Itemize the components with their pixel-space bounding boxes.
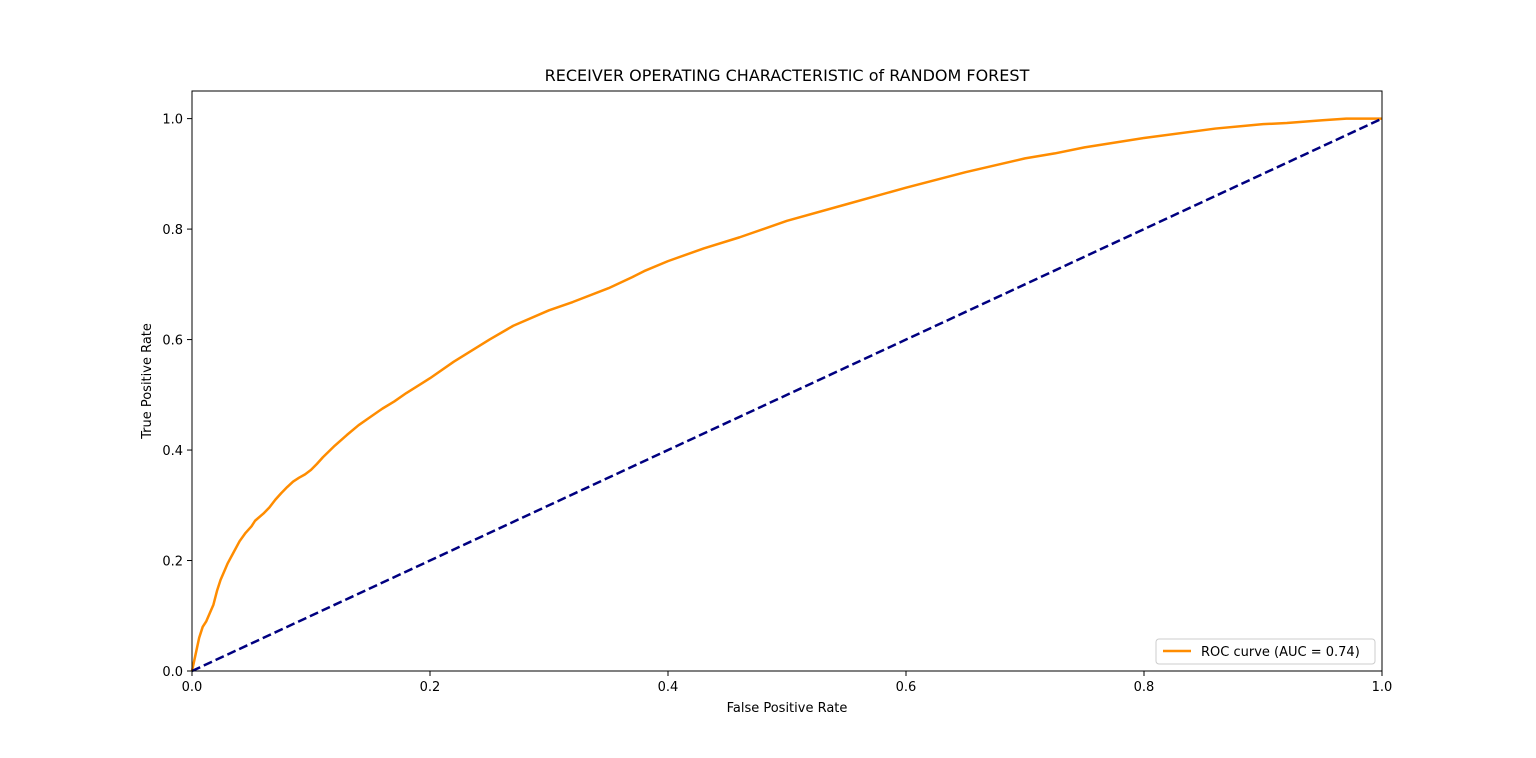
x-tick-label: 1.0 [1372,680,1393,695]
y-axis-ticks: 0.0 0.2 0.4 0.6 0.8 1.0 [162,113,192,680]
legend-label-roc: ROC curve (AUC = 0.74) [1201,645,1360,660]
axes-frame [191,90,1383,672]
y-axis-label: True Positive Rate [140,323,155,440]
legend: ROC curve (AUC = 0.74) [1155,638,1376,665]
x-axis-label: False Positive Rate [727,701,848,716]
x-tick-label: 0.4 [658,680,679,695]
roc-curve-line [190,117,1382,672]
y-tick-label: 0.0 [162,665,183,680]
x-axis-ticks: 0.0 0.2 0.4 0.6 0.8 1.0 [182,671,1393,695]
legend-box [1155,638,1376,665]
plot-area [192,91,1382,671]
x-tick-label: 0.0 [182,680,203,695]
chart-title: RECEIVER OPERATING CHARACTERISTIC of RAN… [545,66,1030,85]
x-tick-label: 0.2 [420,680,441,695]
x-tick-label: 0.8 [1134,680,1155,695]
y-tick-label: 0.6 [162,334,183,349]
x-tick-label: 0.6 [896,680,917,695]
y-tick-label: 0.8 [162,223,183,238]
y-tick-label: 0.2 [162,555,183,570]
series-layer [190,117,1383,673]
chance-diagonal-line [191,117,1383,673]
y-tick-label: 0.4 [162,444,183,459]
axes-background [192,91,1382,671]
y-tick-label: 1.0 [162,113,183,128]
